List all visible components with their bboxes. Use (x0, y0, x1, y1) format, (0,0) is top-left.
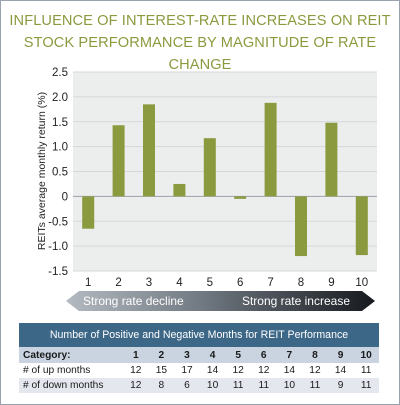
table-cell: 10 (276, 378, 303, 393)
bars (82, 102, 368, 257)
y-tick-label: 2.0 (52, 92, 68, 104)
arrow-left-label: Strong rate decline (83, 294, 184, 308)
table-cell: 11 (302, 378, 328, 393)
y-tick-labels: 2.5 2.0 1.5 1.0 0.5 0 -0.5 -1.0 -1.5 (48, 67, 68, 278)
table-cell: 11 (353, 363, 379, 378)
x-tick-label: 1 (85, 277, 91, 289)
x-tick-labels: 1 2 3 4 5 6 7 8 9 10 (85, 277, 368, 289)
table-cell: 8 (148, 378, 175, 393)
x-tick-label: 9 (328, 277, 334, 289)
x-tick-label: 8 (298, 277, 304, 289)
x-tick-label: 7 (267, 277, 273, 289)
months-table: Number of Positive and Negative Months f… (19, 323, 379, 393)
months-grid: Category: 1 2 3 4 5 6 7 8 9 10 # of up months 12 15 17… (19, 347, 379, 393)
y-axis-title: REITs average monthly return (%) (36, 92, 48, 250)
table-row-down-months: # of down months 12 8 6 10 11 11 10 11 9 11 (19, 378, 379, 393)
x-tick-label: 6 (237, 277, 243, 289)
arrow-shape (66, 291, 375, 311)
row-label: # of down months (19, 378, 123, 393)
table-cell: 1 (123, 347, 149, 363)
table-cell: 14 (276, 363, 303, 378)
table-cell: 8 (302, 347, 328, 363)
table-cell: 12 (250, 363, 277, 378)
table-cell: 10 (353, 347, 379, 363)
table-cell: 9 (327, 347, 354, 363)
y-tick-label: 2.5 (52, 67, 68, 79)
table-cell: 12 (225, 363, 251, 378)
table-cell: 3 (174, 347, 200, 363)
table-cell: 7 (276, 347, 303, 363)
table-cell: 11 (250, 378, 277, 393)
table-cell: 6 (250, 347, 277, 363)
table-cell: 9 (327, 378, 354, 393)
x-tick-label: 5 (207, 277, 213, 289)
y-tick-label: 0 (62, 191, 68, 203)
x-tick-label: 3 (146, 277, 152, 289)
table-header-row: Category: 1 2 3 4 5 6 7 8 9 10 (19, 347, 379, 363)
table-cell: 12 (302, 363, 328, 378)
bar-category-4 (173, 183, 186, 197)
chart-title: INFLUENCE OF INTEREST-RATE INCREASES ON … (9, 13, 391, 73)
y-tick-label: -1.0 (48, 241, 68, 253)
table-cell: 12 (123, 378, 149, 393)
bar-category-2 (112, 125, 125, 197)
bar-category-5 (203, 138, 216, 197)
y-tick-label: 1.0 (52, 142, 68, 154)
x-tick-label: 4 (176, 277, 183, 289)
bar-category-7 (264, 102, 277, 197)
table-title: Number of Positive and Negative Months f… (19, 323, 379, 347)
table-cell: 17 (174, 363, 200, 378)
bar-category-10 (355, 196, 368, 256)
table-cell: 10 (199, 378, 226, 393)
table-row-up-months: # of up months 12 15 17 14 12 12 14 12 14 11 (19, 363, 379, 378)
table-cell: 12 (123, 363, 149, 378)
table-cell: 6 (174, 378, 200, 393)
table-cell: 2 (148, 347, 175, 363)
bar-category-3 (143, 104, 155, 197)
bar-category-9 (325, 122, 338, 197)
y-tick-label: 1.5 (52, 117, 68, 129)
bar-category-6 (234, 196, 247, 199)
row-label: Category: (19, 347, 123, 363)
table-cell: 14 (199, 363, 226, 378)
table-cell: 15 (148, 363, 175, 378)
x-tick-label: 2 (115, 277, 121, 289)
table-cell: 11 (225, 378, 251, 393)
table-cell: 11 (353, 378, 379, 393)
row-label: # of up months (19, 363, 123, 378)
x-tick-label: 10 (355, 277, 368, 289)
table-cell: 4 (199, 347, 226, 363)
bar-category-1 (82, 196, 95, 229)
y-tick-label: 0.5 (52, 167, 68, 179)
table-cell: 5 (225, 347, 251, 363)
bar-chart: 2.5 2.0 1.5 1.0 0.5 0 -0.5 -1.0 -1.5 1 2 3 4 5 6 7 8 9 10… (36, 67, 377, 311)
rate-change-arrow: Strong rate decline Strong rate increase (66, 291, 375, 311)
arrow-right-label: Strong rate increase (242, 294, 350, 308)
y-tick-label: -1.5 (48, 266, 68, 278)
bar-category-8 (295, 196, 307, 257)
table-cell: 14 (327, 363, 354, 378)
y-tick-label: -0.5 (48, 216, 68, 228)
